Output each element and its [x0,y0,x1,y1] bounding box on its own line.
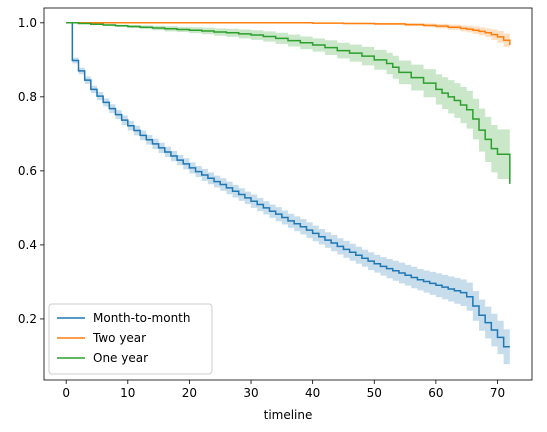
x-tick-label-50: 50 [367,386,382,400]
x-tick-label-0: 0 [62,386,70,400]
line-month-to-month [66,22,510,348]
confidence-bands [66,22,510,365]
x-axis-label: timeline [264,408,313,422]
x-axis-ticks: 0 10 20 30 40 50 60 70 [62,380,505,400]
legend-label-one-year: One year [93,351,148,365]
x-tick-label-10: 10 [120,386,135,400]
x-tick-label-40: 40 [305,386,320,400]
line-one-year [66,22,511,184]
x-tick-label-60: 60 [428,386,443,400]
legend-label-two-year: Two year [92,331,146,345]
line-two-year [66,22,511,46]
x-tick-label-30: 30 [243,386,258,400]
y-tick-label-2: 0.6 [18,164,37,178]
legend-box [48,303,213,375]
legend: Month-to-month Two year One year [48,303,213,375]
plot-area-frame [43,7,533,381]
band-one-year [66,22,510,229]
y-tick-label-4: 1.0 [18,16,37,30]
y-tick-label-0: 0.2 [18,312,37,326]
y-tick-label-1: 0.4 [18,238,37,252]
x-tick-label-70: 70 [490,386,505,400]
y-tick-label-3: 0.8 [18,90,37,104]
y-axis-ticks: 0.2 0.4 0.6 0.8 1.0 [18,16,44,326]
band-month-to-month [66,22,510,365]
band-two-year [66,22,510,54]
x-tick-label-20: 20 [182,386,197,400]
legend-label-month-to-month: Month-to-month [93,311,191,325]
survival-lines [66,22,511,348]
